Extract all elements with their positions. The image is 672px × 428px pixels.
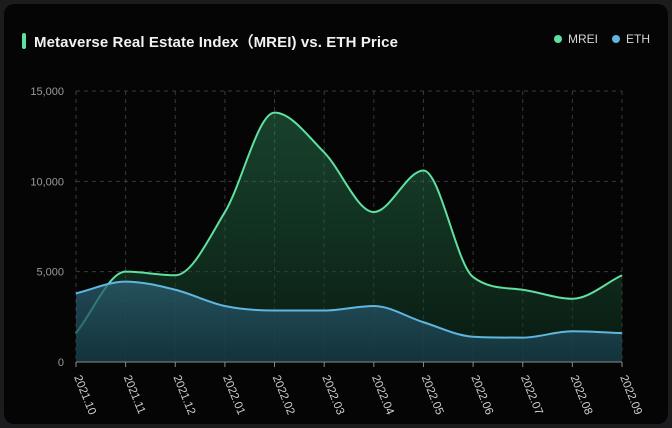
x-tick-label: 2021.12 [170,374,197,417]
y-tick-label: 0 [58,357,64,369]
x-tick-label: 2022.04 [369,374,396,418]
x-tick-label: 2021.10 [71,374,98,417]
chart-legend: MREI ETH [554,32,650,46]
chart-header: Metaverse Real Estate Index（MREI) vs. ET… [22,30,398,52]
y-tick-label: 10,000 [30,176,64,188]
x-tick-label: 2022.08 [568,374,595,417]
series-line-eth [75,280,623,339]
legend-marker-mrei [554,35,562,43]
y-tick-label: 15,000 [30,86,64,98]
legend-label-mrei: MREI [568,32,598,46]
x-tick-label: 2022.07 [518,374,545,417]
legend-item-eth[interactable]: ETH [612,32,650,46]
x-tick-label: 2021.11 [121,374,147,416]
series-line-mrei [75,111,623,334]
x-tick-label: 2022.06 [468,374,495,417]
y-tick-label: 5,000 [36,267,64,279]
area-fill-eth [76,281,622,362]
x-tick-label: 2022.05 [419,374,446,417]
legend-marker-eth [612,35,620,43]
chart-title: Metaverse Real Estate Index（MREI) vs. ET… [34,33,399,51]
legend-item-mrei[interactable]: MREI [554,32,598,46]
x-tick-label: 2022.09 [617,374,644,417]
x-tick-label: 2022.03 [319,374,346,417]
x-tick-label: 2022.01 [220,374,247,417]
x-tick-label: 2022.02 [270,374,297,417]
title-accent-bar [22,33,26,49]
area-fill-mrei [76,112,622,362]
legend-label-eth: ETH [626,32,650,46]
series-areas [75,111,623,362]
